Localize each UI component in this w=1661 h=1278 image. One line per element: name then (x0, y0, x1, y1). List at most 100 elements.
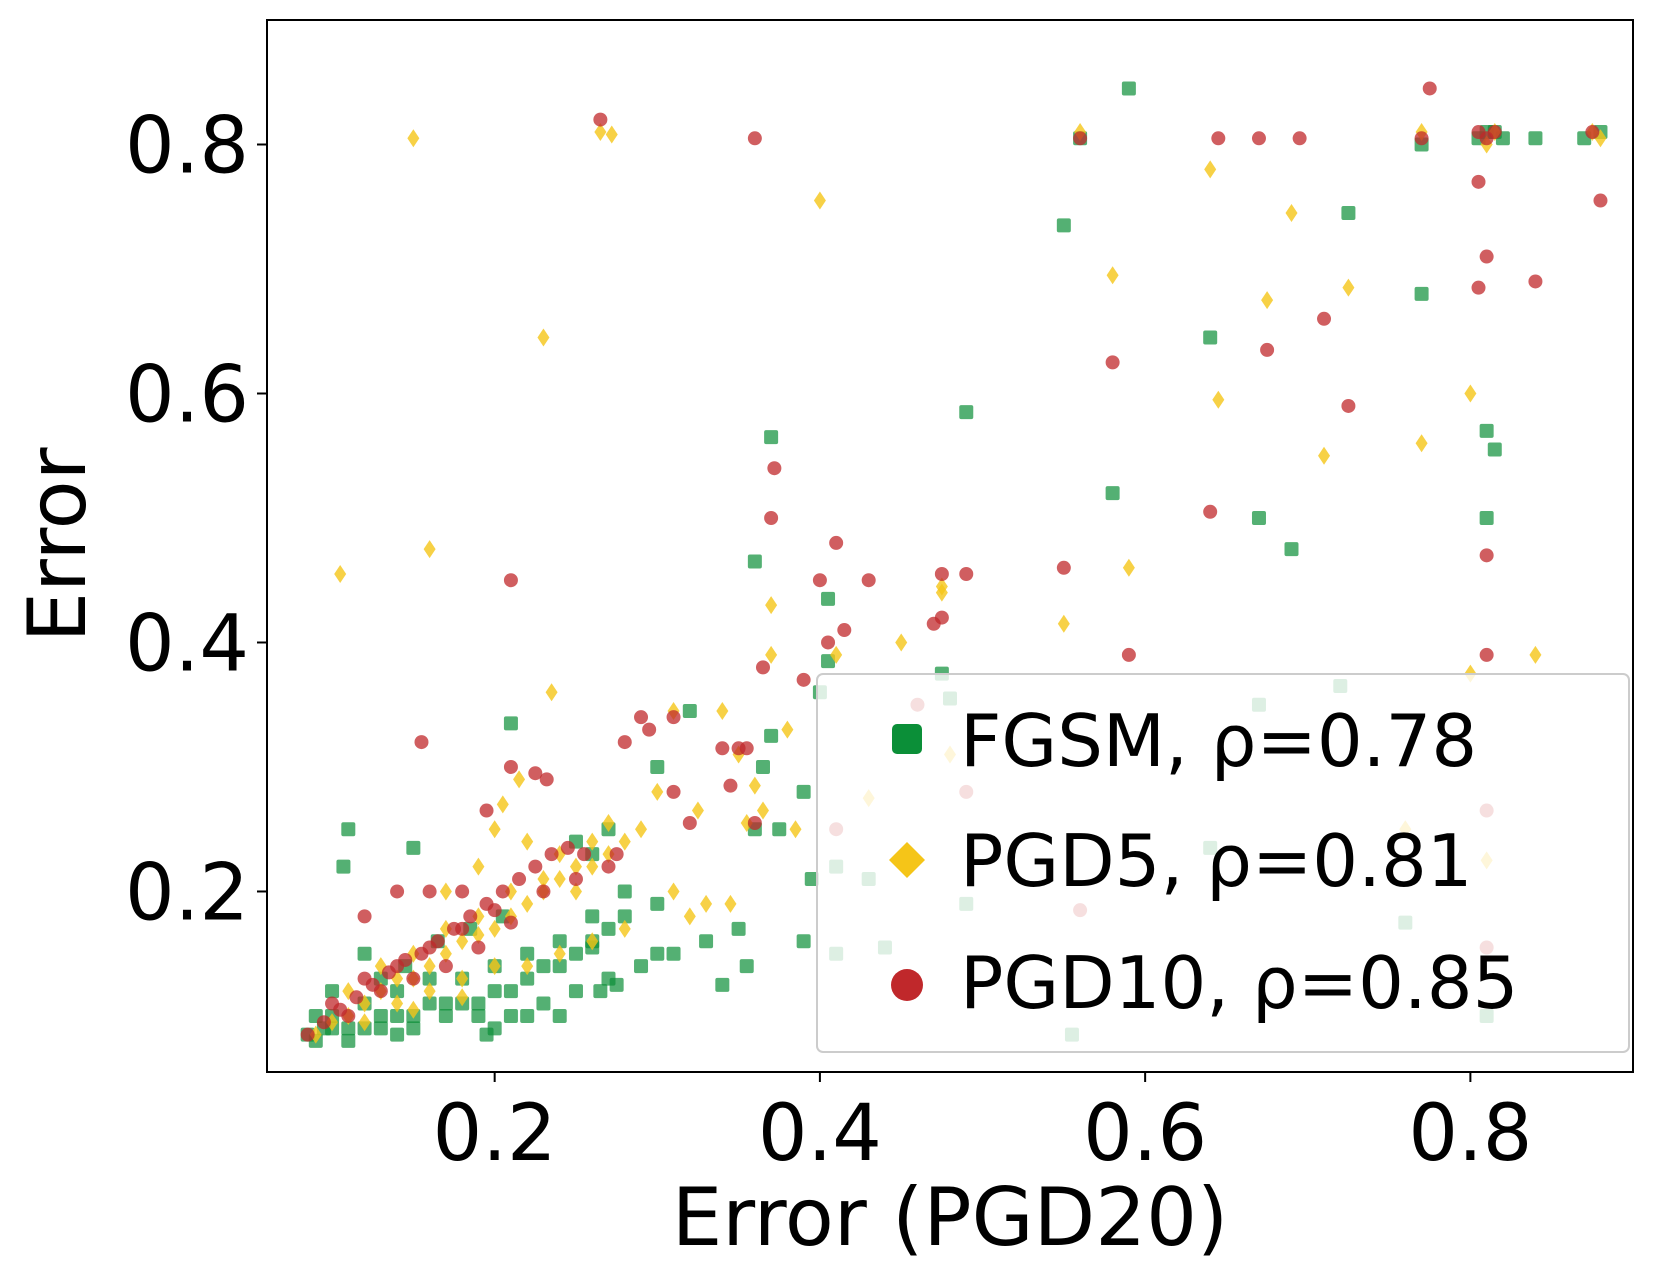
point-fgsm-58 (609, 977, 624, 992)
point-fgsm-68 (747, 554, 762, 569)
point-pgd5-65 (935, 577, 948, 596)
y-axis-ticks: 0.2 0.4 0.6 0.8 (125, 101, 267, 938)
point-pgd10-60 (812, 573, 827, 588)
point-fgsm-59 (479, 1027, 494, 1042)
point-pgd5-87 (683, 907, 696, 926)
point-fgsm-7 (422, 996, 437, 1011)
point-pgd10-74 (1105, 355, 1120, 370)
point-pgd10-95 (1528, 274, 1543, 289)
point-pgd5-43 (545, 683, 558, 702)
point-fgsm-12 (503, 984, 518, 999)
point-pgd10-87 (1471, 280, 1486, 295)
point-pgd10-26 (406, 971, 421, 986)
point-fgsm-52 (406, 840, 421, 855)
point-pgd10-25 (373, 984, 388, 999)
point-fgsm-74 (804, 872, 819, 887)
point-pgd5-88 (700, 894, 713, 913)
point-pgd5-40 (496, 795, 509, 814)
point-pgd10-82 (1341, 398, 1356, 413)
point-pgd5-97 (586, 832, 599, 851)
point-fgsm-29 (341, 1033, 356, 1048)
point-pgd10-41 (593, 112, 608, 127)
point-fgsm-38 (634, 959, 649, 974)
point-fgsm-65 (755, 759, 770, 774)
legend-label-pgd5: PGD5, ρ=0.81 (960, 819, 1473, 903)
point-fgsm-71 (821, 654, 836, 669)
legend-marker-pgd5 (889, 842, 925, 878)
point-pgd10-88 (1479, 548, 1494, 563)
point-pgd10-35 (422, 884, 437, 899)
point-pgd5-26 (537, 870, 550, 889)
x-tick-label-0: 0.2 (433, 1089, 557, 1179)
point-pgd10-58 (767, 461, 782, 476)
point-fgsm-39 (666, 946, 681, 961)
point-fgsm-40 (699, 934, 714, 949)
point-pgd5-38 (456, 988, 469, 1007)
point-pgd10-23 (487, 903, 502, 918)
point-pgd5-44 (407, 129, 420, 148)
point-pgd5-59 (789, 820, 802, 839)
point-fgsm-43 (617, 884, 632, 899)
point-fgsm-73 (796, 784, 811, 799)
point-pgd10-32 (601, 859, 616, 874)
point-pgd10-28 (471, 940, 486, 955)
point-pgd10-86 (1479, 249, 1494, 264)
point-fgsm-42 (650, 896, 665, 911)
legend-box (816, 673, 1630, 1053)
x-tick-label-1: 0.4 (758, 1089, 882, 1179)
point-pgd5-45 (594, 123, 607, 142)
point-pgd10-94 (1471, 125, 1486, 140)
y-axis-label: Error (11, 447, 104, 642)
point-pgd5-28 (391, 994, 404, 1013)
point-pgd10-36 (455, 884, 470, 899)
point-pgd5-54 (748, 776, 761, 795)
point-pgd10-33 (357, 909, 372, 924)
point-pgd5-35 (618, 919, 631, 938)
point-pgd10-69 (959, 567, 974, 582)
y-tick-label-3: 0.8 (125, 101, 249, 191)
point-pgd5-16 (569, 857, 582, 876)
x-axis-ticks: 0.2 0.4 0.6 0.8 (433, 1072, 1532, 1179)
point-pgd10-50 (666, 784, 681, 799)
point-fgsm-87 (1105, 486, 1120, 501)
point-fgsm-16 (568, 946, 583, 961)
point-pgd10-67 (934, 610, 949, 625)
point-fgsm-114 (357, 946, 372, 961)
point-pgd10-17 (577, 847, 592, 862)
point-pgd5-61 (830, 645, 843, 664)
point-pgd10-78 (1251, 131, 1266, 146)
point-pgd5-89 (635, 820, 648, 839)
point-fgsm-55 (682, 703, 697, 718)
point-pgd5-41 (513, 770, 526, 789)
point-pgd10-55 (739, 741, 754, 756)
point-pgd10-51 (682, 816, 697, 831)
point-fgsm-61 (650, 946, 665, 961)
point-pgd10-56 (755, 660, 770, 675)
legend: FGSM, ρ=0.78 PGD5, ρ=0.81 PGD10, ρ=0.85 (816, 673, 1630, 1053)
point-pgd10-57 (764, 510, 779, 525)
point-fgsm-63 (739, 959, 754, 974)
point-fgsm-83 (959, 405, 974, 420)
point-fgsm-32 (438, 1008, 453, 1023)
point-pgd10-27 (438, 959, 453, 974)
point-pgd5-55 (756, 801, 769, 820)
point-pgd10-14 (528, 859, 543, 874)
point-pgd5-58 (781, 720, 794, 739)
point-fgsm-67 (772, 822, 787, 837)
point-pgd10-73 (1073, 131, 1088, 146)
point-fgsm-2 (341, 1021, 356, 1036)
point-pgd10-48 (642, 722, 657, 737)
point-fgsm-105 (1528, 131, 1543, 146)
point-pgd10-99 (747, 816, 762, 831)
point-pgd5-51 (691, 801, 704, 820)
point-pgd5-47 (334, 565, 347, 584)
y-tick-label-2: 0.6 (125, 350, 249, 440)
point-pgd10-79 (1260, 342, 1275, 357)
point-pgd10-76 (1203, 504, 1218, 519)
point-fgsm-27 (552, 934, 567, 949)
point-pgd10-42 (747, 131, 762, 146)
point-pgd10-0 (300, 1027, 315, 1042)
point-pgd5-9 (456, 932, 469, 951)
point-fgsm-10 (471, 996, 486, 1011)
